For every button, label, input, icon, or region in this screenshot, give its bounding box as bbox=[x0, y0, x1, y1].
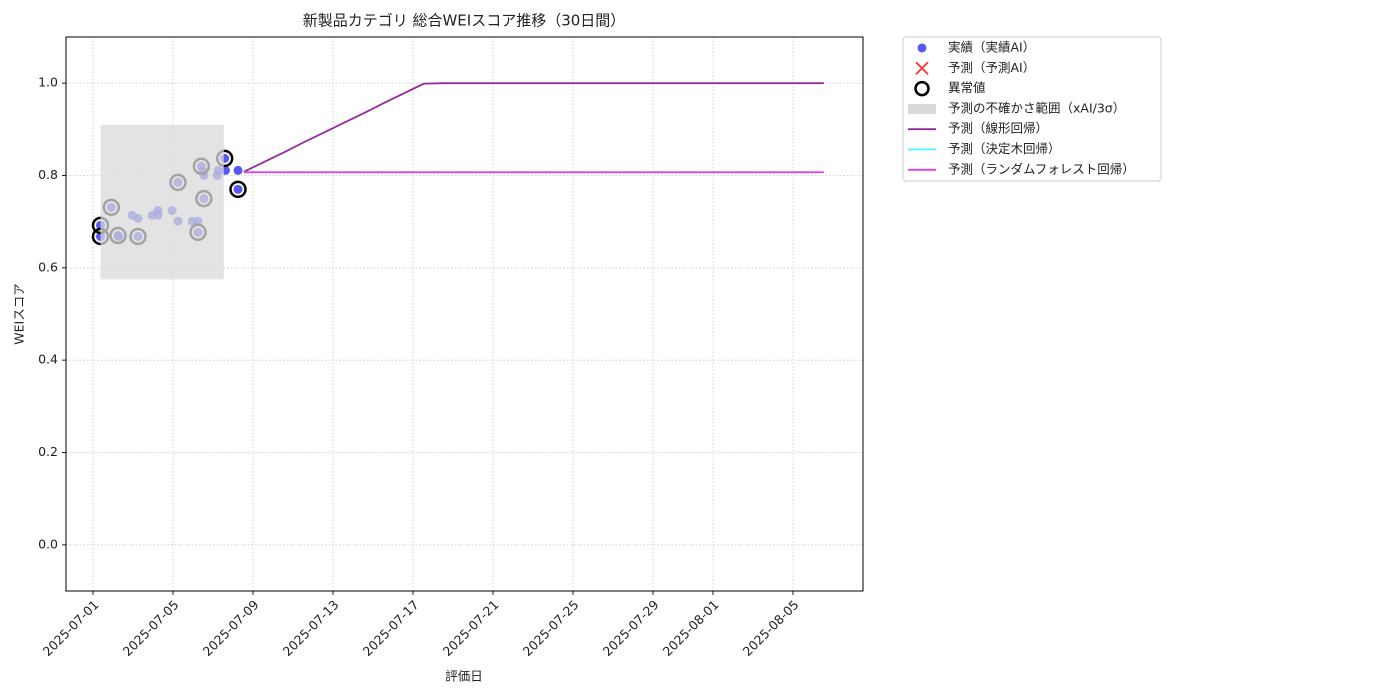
x-tick-label: 2025-07-01 bbox=[40, 597, 102, 659]
legend-label: 異常値 bbox=[948, 80, 986, 95]
y-tick-label: 0.2 bbox=[38, 444, 58, 459]
data-point bbox=[233, 184, 243, 194]
x-tick-label: 2025-08-01 bbox=[660, 597, 722, 659]
x-tick-label: 2025-07-09 bbox=[200, 597, 262, 659]
legend-swatch bbox=[917, 43, 927, 53]
uncertainty-band bbox=[100, 124, 224, 280]
legend-swatch bbox=[915, 61, 929, 75]
x-tick-label: 2025-07-21 bbox=[440, 597, 502, 659]
legend-swatch bbox=[914, 80, 930, 97]
plot-frame bbox=[65, 36, 864, 592]
forecast-line bbox=[243, 82, 824, 173]
legend-label: 予測（ランダムフォレスト回帰） bbox=[948, 161, 1135, 176]
x-tick-label: 2025-07-25 bbox=[520, 597, 582, 659]
y-tick-label: 0.4 bbox=[38, 352, 58, 367]
legend-label: 予測（予測AI） bbox=[948, 60, 1035, 75]
y-tick-label: 0.0 bbox=[38, 536, 58, 551]
x-axis-label: 評価日 bbox=[445, 669, 483, 684]
legend-label: 実績（実績AI） bbox=[948, 40, 1035, 55]
x-tick-label: 2025-07-29 bbox=[600, 597, 662, 659]
legend-swatch bbox=[908, 103, 936, 114]
y-tick-label: 0.8 bbox=[38, 167, 58, 182]
x-tick-label: 2025-07-13 bbox=[280, 597, 342, 659]
legend-box bbox=[902, 36, 1162, 182]
legend-label: 予測（決定木回帰） bbox=[948, 141, 1061, 156]
y-axis-label: WEIスコア bbox=[12, 283, 27, 344]
x-tick-label: 2025-07-17 bbox=[360, 597, 422, 659]
y-tick-label: 0.6 bbox=[38, 259, 58, 274]
x-tick-label: 2025-07-05 bbox=[120, 597, 182, 659]
y-tick-label: 1.0 bbox=[38, 75, 58, 90]
legend-label: 予測の不確かさ範囲（xAI/3σ） bbox=[948, 100, 1125, 115]
chart-title: 新製品カテゴリ 総合WEIスコア推移（30日間） bbox=[303, 12, 626, 30]
legend-label: 予測（線形回帰） bbox=[948, 121, 1048, 136]
plot-area bbox=[91, 82, 824, 280]
data-point bbox=[233, 165, 243, 175]
anomaly-point bbox=[229, 180, 247, 199]
x-tick-label: 2025-08-05 bbox=[740, 597, 802, 659]
